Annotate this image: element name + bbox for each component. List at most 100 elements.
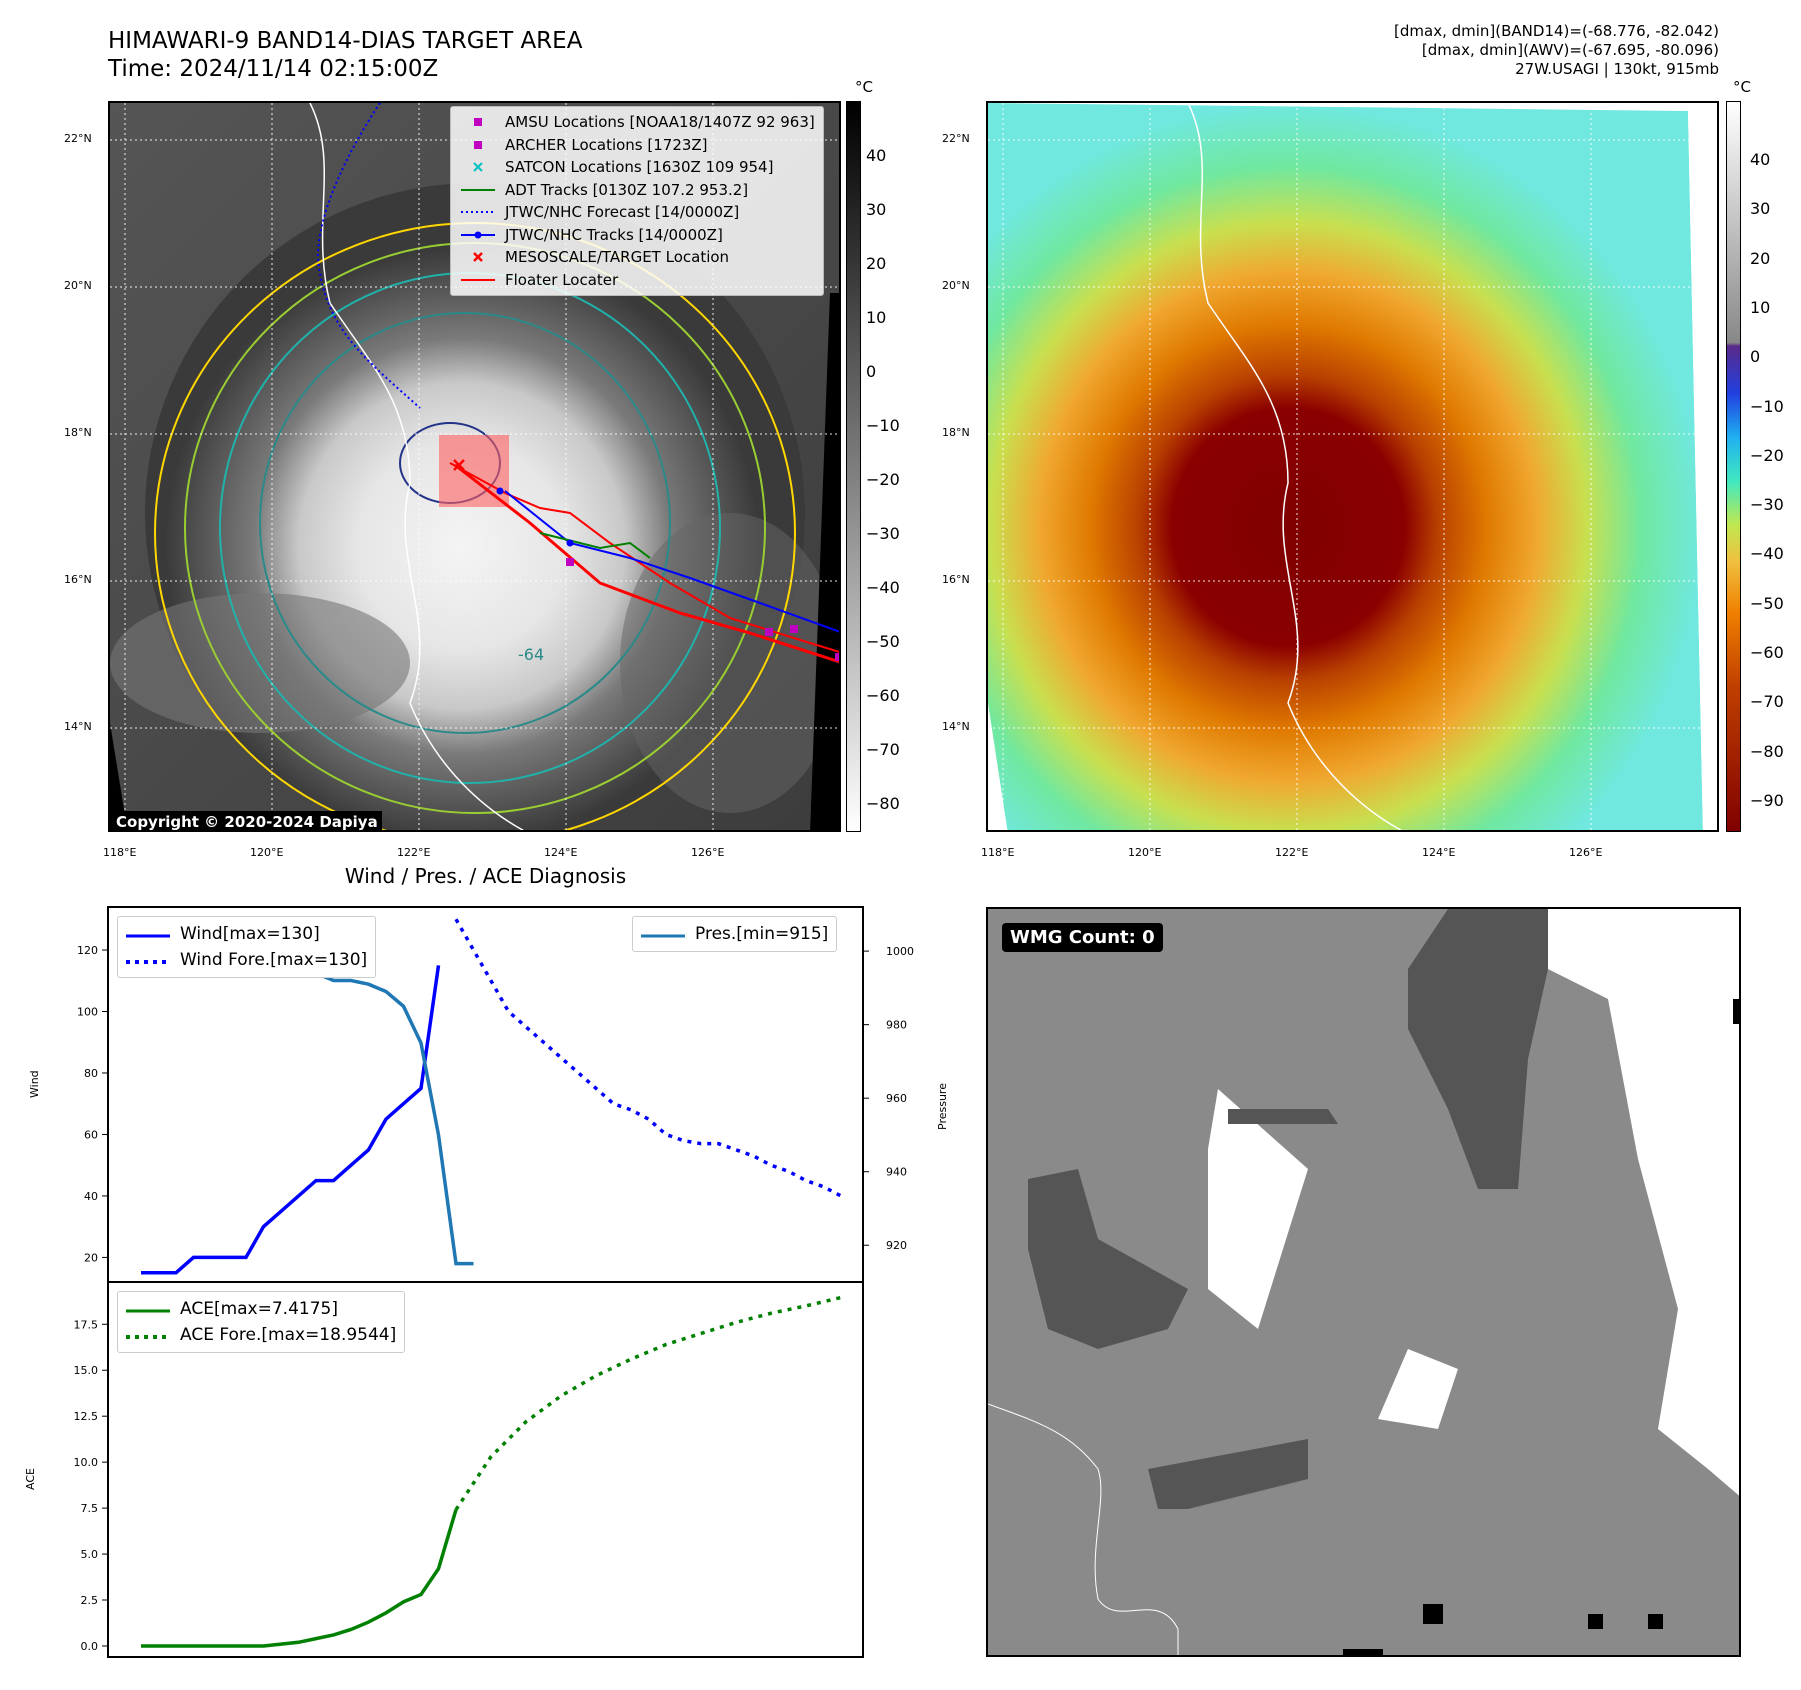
colorbar-tick: 40 [866,146,887,165]
diag-chart-title: Wind / Pres. / ACE Diagnosis [344,864,627,888]
colorbar-tick: −50 [1750,593,1784,613]
awv-colorbar [1726,101,1741,832]
lon-tick: 118°E [981,846,1015,859]
header-stats: [dmax, dmin](BAND14)=(-68.776, -82.042) … [1394,22,1719,79]
wmg-image [988,909,1739,1655]
line-marker-icon [641,924,685,944]
legend-item: JTWC/NHC Tracks [14/0000Z] [459,224,815,247]
y-right-tick-label: 920 [886,1239,907,1252]
lon-tick: 126°E [691,846,725,859]
lat-tick: 20°N [942,279,970,292]
colorbar-tick: −90 [1750,790,1784,810]
lat-tick: 18°N [64,426,92,439]
storm-info: 27W.USAGI | 130kt, 915mb [1515,60,1719,78]
y-tick-label: 5.0 [81,1548,99,1561]
legend-item: ARCHER Locations [1723Z] [459,134,815,157]
legend-label: JTWC/NHC Tracks [14/0000Z] [505,225,723,244]
colorbar-tick: −80 [866,794,900,813]
wmg-panel: WMG Count: 0 [986,907,1741,1657]
legend-item: ADT Tracks [0130Z 107.2 953.2] [459,179,815,202]
y-tick-label: 0.0 [81,1640,99,1653]
line-dot-icon [459,229,497,241]
legend-label: ARCHER Locations [1723Z] [505,135,708,154]
legend-item: Pres.[min=915] [641,921,828,947]
y-tick-label: 15.0 [74,1364,99,1377]
colorbar-tick: 40 [1750,150,1771,169]
y-tick-label: 7.5 [81,1502,99,1515]
colorbar-tick: −50 [866,632,900,651]
line-marker-icon [459,274,497,286]
lon-tick: 120°E [1128,846,1162,859]
colorbar-tick: 20 [1750,248,1771,268]
colorbar-tick: −20 [866,470,900,489]
legend-label: JTWC/NHC Forecast [14/0000Z] [505,203,740,222]
colorbar-tick: 30 [866,200,887,219]
dotted-line-icon [126,950,170,970]
lat-tick: 16°N [64,573,92,586]
line-marker-icon [126,1299,170,1319]
lon-tick: 120°E [250,846,284,859]
lon-tick: 124°E [1422,846,1456,859]
colorbar-tick: 10 [1750,297,1771,317]
lat-tick: 14°N [64,720,92,733]
legend-item: Wind Fore.[max=130] [126,947,367,973]
line-marker-icon [459,184,497,196]
colorbar-tick: −30 [866,524,900,543]
colorbar-tick: −70 [1750,692,1784,712]
legend-label: ACE[max=7.4175] [180,1299,338,1319]
lat-tick: 18°N [942,426,970,439]
awv-range: [dmax, dmin](AWV)=(-67.695, -80.096) [1421,41,1719,59]
y-tick-label: 12.5 [74,1410,99,1423]
colorbar-tick: −30 [1750,495,1784,515]
legend-label: Wind Fore.[max=130] [180,950,368,970]
y-tick-label: 120 [77,944,98,957]
awv-map-panel [986,101,1719,832]
ir-map-panel: -64 Copyright © 2020-2024 Dapiya AMSU Lo… [108,101,841,832]
square-marker-icon [459,139,497,151]
y-tick-label: 20 [84,1251,98,1264]
colorbar-tick: −60 [866,686,900,705]
forecast-series-line [454,918,842,1198]
pressure-legend: Pres.[min=915] [632,916,838,952]
lat-tick: 22°N [64,132,92,145]
lat-tick: 16°N [942,573,970,586]
legend-item: ACE Fore.[max=18.9544] [126,1322,396,1348]
lon-tick: 122°E [397,846,431,859]
y-tick-label: 2.5 [81,1594,99,1607]
x-marker-icon [459,161,497,173]
colorbar-tick: 0 [866,362,877,381]
legend-label: ADT Tracks [0130Z 107.2 953.2] [505,180,749,199]
series-line [141,1509,458,1648]
colorbar-tick: 0 [1750,347,1761,367]
legend-label: ACE Fore.[max=18.9544] [180,1325,397,1345]
band14-range: [dmax, dmin](BAND14)=(-68.776, -82.042) [1394,22,1719,40]
colorbar-tick: −80 [1750,741,1784,761]
y-tick-label: 17.5 [74,1318,99,1331]
legend-label: Wind[max=130] [180,924,320,944]
colorbar-tick: −40 [866,578,900,597]
legend-label: AMSU Locations [NOAA18/1407Z 92 963] [505,113,815,132]
colorbar-tick: −60 [1750,643,1784,662]
lon-tick: 126°E [1569,846,1603,859]
lat-tick: 14°N [942,720,970,733]
y-tick-label: 80 [84,1067,98,1080]
y-tick-label: 10.0 [74,1456,99,1469]
series-line [141,965,441,1275]
colorbar-tick: −20 [1750,445,1784,465]
colorbar-tick: −40 [1750,544,1784,564]
legend-label: SATCON Locations [1630Z 109 954] [505,158,774,177]
legend-item: JTWC/NHC Forecast [14/0000Z] [459,201,815,224]
legend-item: Wind[max=130] [126,921,367,947]
forecast-series-line [454,1295,842,1511]
y-tick-label: 100 [77,1006,98,1019]
wmg-count-badge: WMG Count: 0 [1002,923,1163,952]
square-marker-icon [459,116,497,128]
legend-item: Floater Locater [459,269,815,292]
line-marker-icon [126,924,170,944]
legend-label: MESOSCALE/TARGET Location [505,248,730,267]
colorbar-tick: 30 [1750,199,1771,219]
lat-tick: 22°N [942,132,970,145]
lon-tick: 118°E [103,846,137,859]
ace-axis-label: ACE [24,1468,37,1490]
y-tick-label: 60 [84,1128,98,1141]
